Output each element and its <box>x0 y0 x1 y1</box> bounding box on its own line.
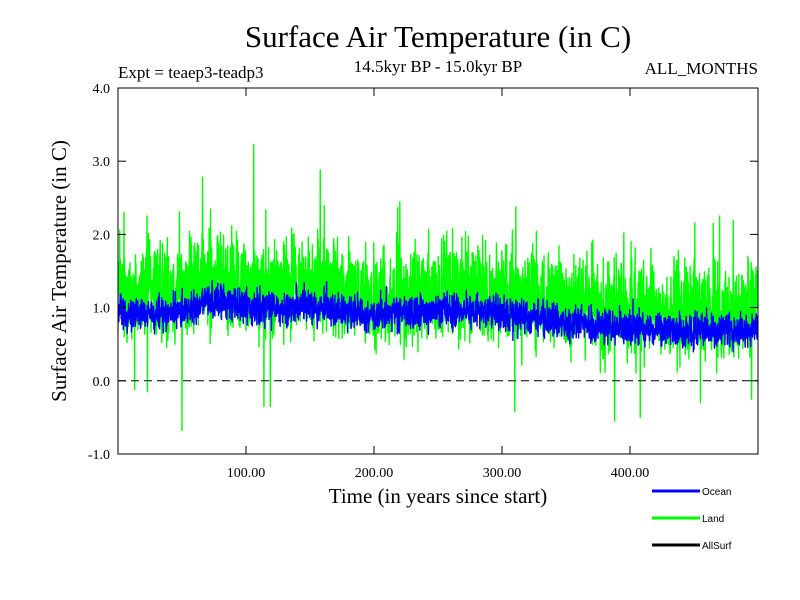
x-tick-label: 200.00 <box>355 466 394 481</box>
x-tick-label: 400.00 <box>611 466 650 481</box>
series-line-land <box>118 143 758 432</box>
legend-label-allsurf: AllSurf <box>702 541 732 552</box>
ticks-layer: -1.0 0.0 1.0 2.0 3.0 4.0 100.00 200.00 300.00 400… <box>88 82 758 481</box>
legend: Ocean Land AllSurf <box>652 487 732 552</box>
x-axis-label: Time (in years since start) <box>329 484 548 508</box>
legend-label-land: Land <box>702 514 724 525</box>
plot-frame <box>117 87 759 455</box>
series-line-ocean <box>118 280 758 353</box>
y-axis-label: Surface Air Temperature (in C) <box>47 140 71 402</box>
y-tick-label: 4.0 <box>93 82 111 97</box>
x-tick-label: 300.00 <box>483 466 522 481</box>
y-tick-label: 0.0 <box>93 375 111 390</box>
series-layer <box>118 143 758 432</box>
chart-subtitle-center: 14.5kyr BP - 15.0kyr BP <box>354 57 522 76</box>
chart-subtitle-right: ALL_MONTHS <box>645 59 758 78</box>
chart-title: Surface Air Temperature (in C) <box>245 19 631 54</box>
y-tick-label: 2.0 <box>93 228 111 243</box>
y-tick-label: -1.0 <box>88 448 110 463</box>
x-tick-label: 100.00 <box>227 466 266 481</box>
y-tick-label: 3.0 <box>93 155 111 170</box>
y-tick-label: 1.0 <box>93 302 111 317</box>
chart-subtitle-left: Expt = teaep3-teadp3 <box>118 63 264 82</box>
legend-label-ocean: Ocean <box>702 487 731 498</box>
